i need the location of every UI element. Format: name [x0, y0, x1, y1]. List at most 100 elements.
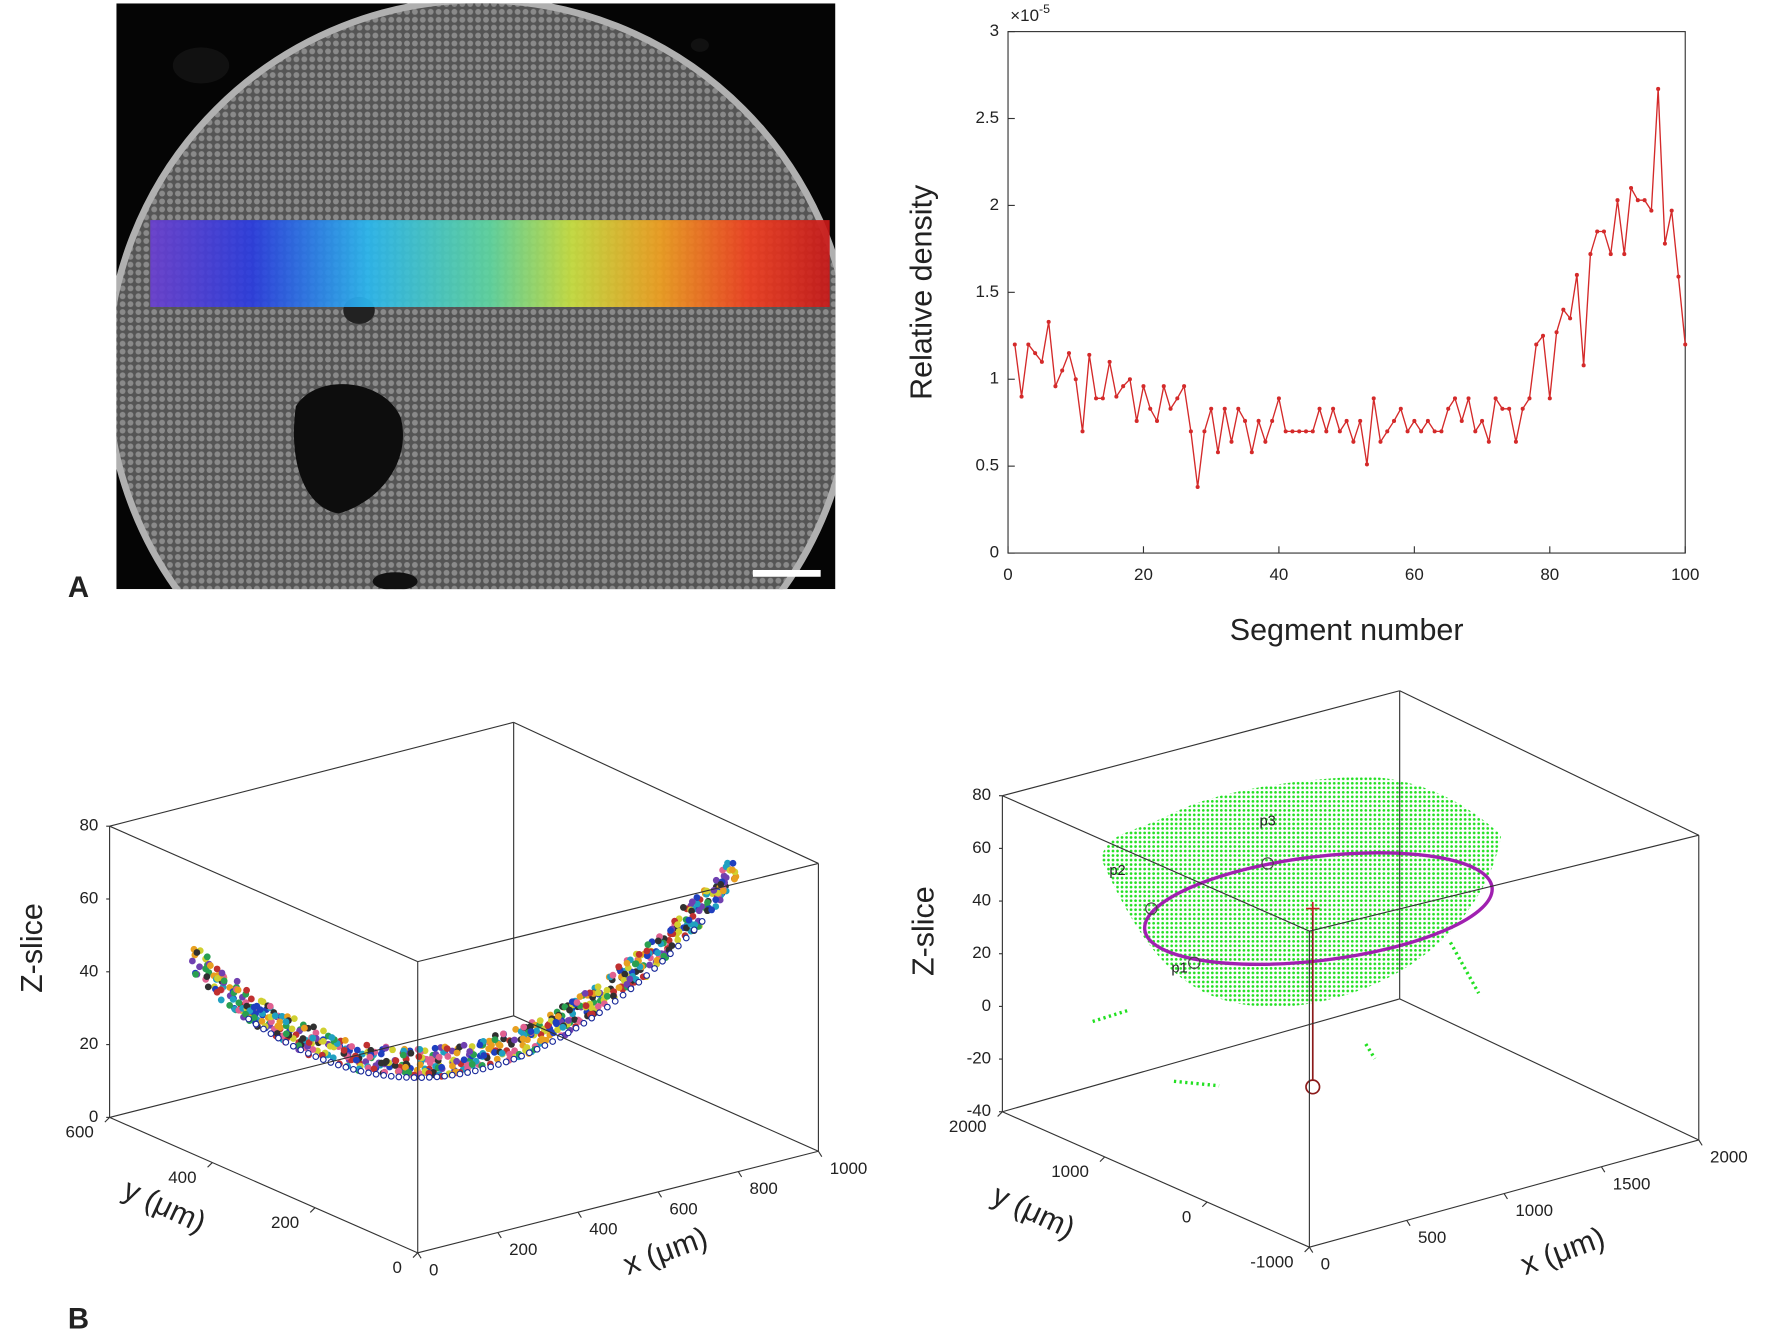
data-point — [1222, 406, 1227, 411]
multiplier-base: ×10 — [1010, 6, 1039, 25]
z-tick-label: 20 — [79, 1034, 98, 1053]
data-point — [1033, 351, 1038, 356]
point — [403, 1073, 410, 1081]
data-point — [1425, 418, 1430, 423]
box-edge — [109, 1116, 418, 1254]
x-tick — [1308, 1246, 1314, 1253]
point — [719, 887, 727, 895]
point — [527, 1023, 534, 1030]
data-point — [1392, 418, 1397, 423]
point — [395, 1067, 403, 1075]
data-point — [1615, 198, 1620, 203]
point — [204, 983, 212, 991]
point — [594, 989, 602, 997]
point — [310, 1023, 317, 1031]
point — [348, 1043, 356, 1050]
data-point — [1202, 429, 1207, 434]
point — [395, 1073, 403, 1081]
point — [561, 1003, 569, 1011]
point — [533, 1045, 541, 1053]
point — [610, 992, 617, 1000]
data-point — [1297, 429, 1302, 434]
point — [380, 1071, 388, 1079]
x-tick-label: 1000 — [1515, 1201, 1553, 1220]
data-point — [1148, 406, 1153, 411]
data-line — [1014, 88, 1686, 488]
point — [667, 927, 674, 934]
data-point — [1331, 406, 1336, 411]
point — [626, 975, 634, 983]
box-edge — [417, 862, 819, 963]
panel-label: A — [68, 571, 89, 604]
y-tick-label: 200 — [271, 1213, 299, 1232]
point — [674, 936, 682, 944]
point — [257, 997, 265, 1005]
point — [341, 1036, 349, 1044]
z-tick-label: 60 — [972, 838, 991, 857]
data-point — [1283, 429, 1288, 434]
point — [245, 1015, 253, 1023]
data-point — [1229, 439, 1234, 444]
point — [708, 906, 716, 914]
point — [242, 1010, 249, 1018]
point — [688, 898, 696, 906]
point — [695, 907, 703, 915]
point — [443, 1045, 451, 1053]
data-point — [1642, 198, 1647, 203]
data-point — [1405, 429, 1410, 434]
point — [381, 1059, 389, 1066]
x-tick — [417, 1252, 422, 1259]
point — [435, 1053, 443, 1061]
y-tick — [309, 1207, 316, 1213]
data-point — [1622, 252, 1627, 257]
point — [523, 1044, 531, 1051]
point — [603, 1003, 611, 1011]
x-tick-label: 1000 — [830, 1159, 868, 1178]
point — [229, 995, 237, 1003]
point — [471, 1067, 479, 1075]
point — [495, 1061, 502, 1068]
data-point — [1263, 439, 1268, 444]
data-point — [1060, 368, 1065, 373]
point — [498, 1049, 506, 1057]
point — [698, 918, 706, 925]
point — [352, 1056, 360, 1064]
point — [288, 1025, 296, 1033]
data-point — [1209, 406, 1214, 411]
y-tick-label: 3 — [990, 21, 999, 40]
data-point — [1459, 418, 1464, 423]
point — [731, 875, 738, 883]
point — [441, 1072, 448, 1080]
point — [453, 1049, 461, 1057]
point — [243, 986, 250, 994]
point — [218, 969, 226, 977]
data-point — [1534, 342, 1539, 347]
y-tick-label: 600 — [66, 1123, 94, 1142]
z-tick-label: 40 — [79, 961, 98, 980]
point — [312, 1029, 320, 1037]
point — [537, 1037, 544, 1044]
z-tick-label: 0 — [982, 996, 991, 1015]
data-point — [1215, 450, 1220, 455]
point — [603, 992, 611, 1000]
point — [342, 1063, 350, 1071]
data-point — [1168, 406, 1173, 411]
point — [564, 1029, 572, 1037]
point-cloud — [188, 859, 740, 1081]
point — [712, 896, 720, 904]
point — [431, 1044, 439, 1052]
point — [643, 972, 651, 979]
point — [326, 1042, 334, 1050]
data-point — [1087, 352, 1092, 357]
x-tick — [577, 1211, 582, 1218]
y-tick-label: 0.5 — [975, 456, 999, 475]
point — [576, 993, 584, 1001]
point — [387, 1072, 395, 1080]
point — [476, 1041, 484, 1049]
point — [717, 880, 725, 888]
point — [340, 1046, 348, 1054]
y-tick — [997, 1111, 1003, 1117]
data-point — [1669, 208, 1674, 213]
data-point — [1554, 330, 1559, 335]
